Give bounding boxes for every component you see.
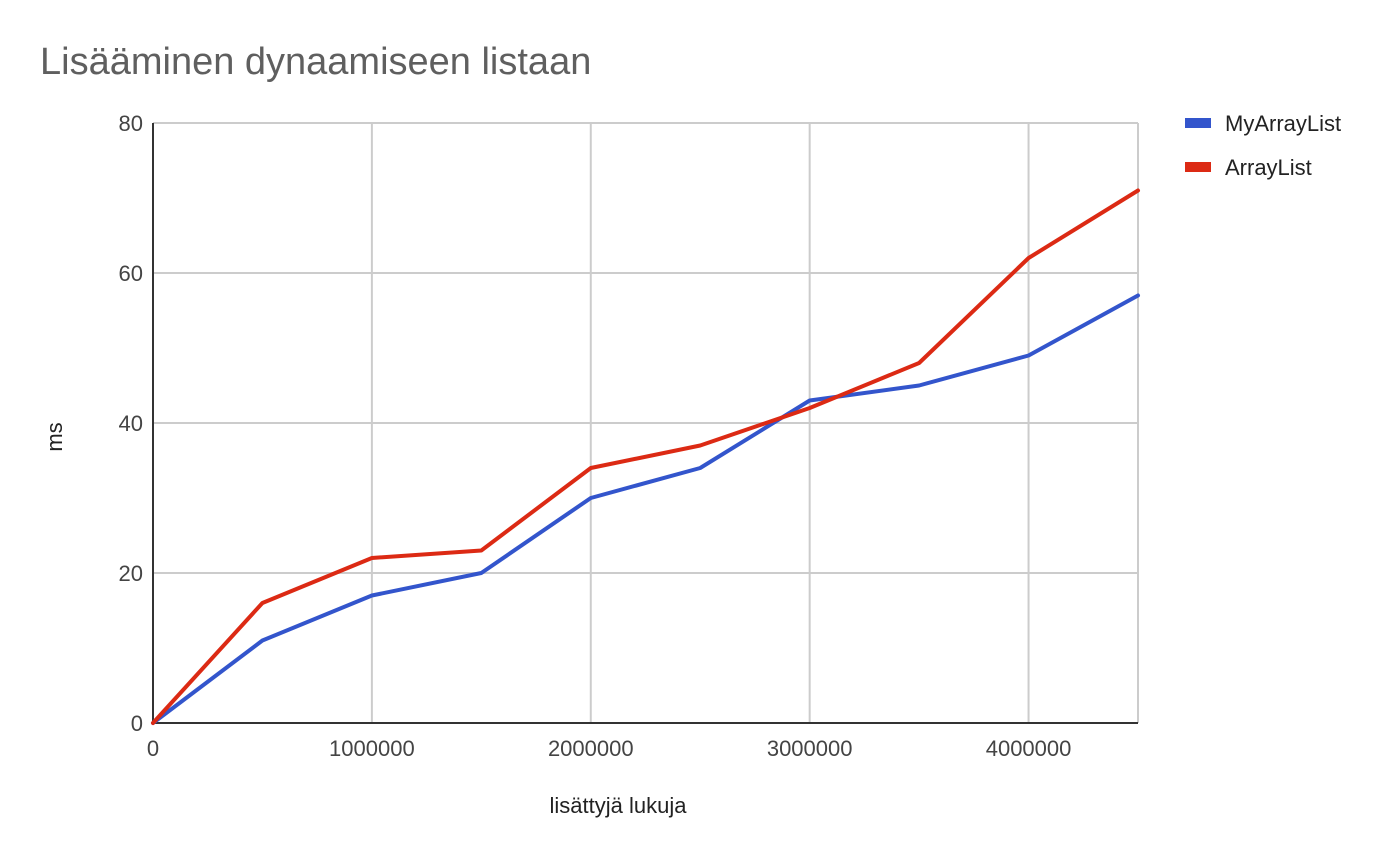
tick-labels: 0 20 40 60 80 0 1000000 2000000 3000000 4000000 — [119, 111, 1072, 761]
series-lines — [151, 188, 1140, 725]
legend-label: MyArrayList — [1225, 111, 1341, 136]
x-tick-label: 4000000 — [986, 736, 1072, 761]
legend-swatch — [1185, 118, 1211, 128]
y-tick-label: 80 — [119, 111, 143, 136]
axes — [152, 123, 1138, 724]
y-axis-title: ms — [42, 422, 67, 451]
y-tick-label: 20 — [119, 561, 143, 586]
x-axis-title: lisättyjä lukuja — [550, 793, 688, 818]
x-tick-label: 2000000 — [548, 736, 634, 761]
legend-label: ArrayList — [1225, 155, 1312, 180]
y-tick-label: 40 — [119, 411, 143, 436]
x-tick-label: 3000000 — [767, 736, 853, 761]
series-line-myarraylist — [151, 293, 1140, 725]
y-tick-label: 0 — [131, 711, 143, 736]
series-line-arraylist — [151, 188, 1140, 725]
legend: MyArrayList ArrayList — [1185, 111, 1341, 180]
y-tick-label: 60 — [119, 261, 143, 286]
x-tick-label: 1000000 — [329, 736, 415, 761]
legend-swatch — [1185, 162, 1211, 172]
grid — [153, 122, 1139, 723]
chart-title: Lisääminen dynaamiseen listaan — [40, 41, 591, 83]
x-tick-label: 0 — [147, 736, 159, 761]
